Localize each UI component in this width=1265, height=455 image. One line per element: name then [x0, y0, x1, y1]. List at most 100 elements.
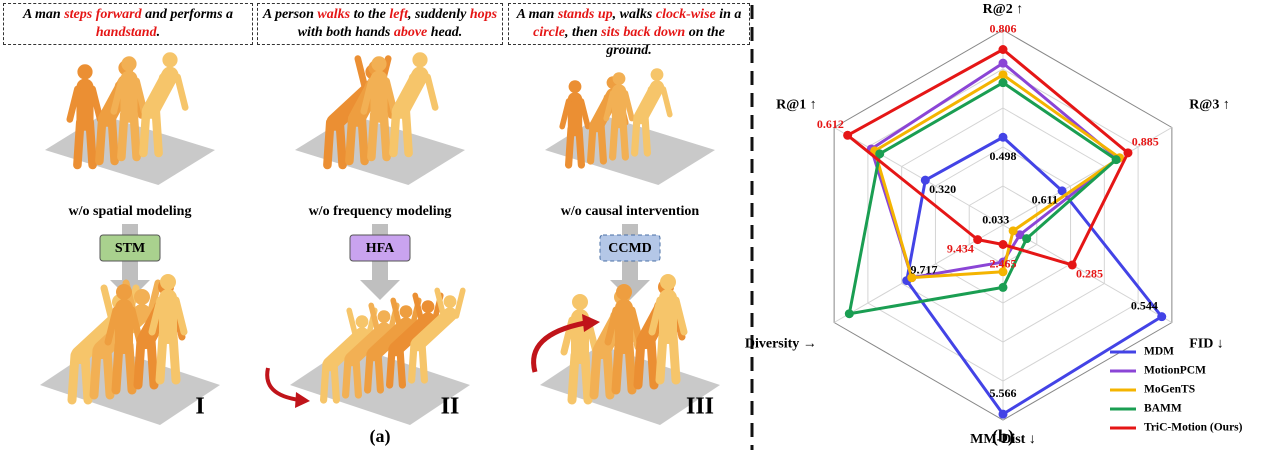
- head: [134, 289, 150, 305]
- head: [650, 68, 664, 81]
- motion-figure: [586, 76, 629, 165]
- data-point: [998, 409, 1008, 419]
- limb: [111, 340, 124, 395]
- caption-text: and performs a: [141, 7, 234, 22]
- limb: [133, 335, 146, 390]
- numeral: III: [686, 394, 714, 420]
- motion-figure: [148, 274, 188, 385]
- limb: [390, 297, 403, 329]
- highlight-text: above: [393, 25, 428, 40]
- value-label: 0.806: [990, 21, 1017, 35]
- limb: [360, 77, 375, 115]
- legend-label: TriC-Motion (Ours): [1144, 422, 1243, 434]
- limb: [148, 296, 164, 336]
- limb: [117, 109, 129, 162]
- highlight-text: walks: [317, 7, 351, 22]
- motion-figure: [320, 307, 378, 404]
- legend-label: BAMM: [1144, 403, 1182, 415]
- axis-label: FID ↓: [1189, 337, 1224, 352]
- head: [421, 300, 435, 313]
- head: [116, 284, 132, 300]
- motion-figure: [603, 72, 635, 161]
- limb: [151, 73, 166, 111]
- data-point: [998, 282, 1008, 292]
- value-label: 0.611: [1032, 193, 1058, 207]
- head: [399, 305, 413, 318]
- head: [121, 56, 137, 72]
- module-label: STM: [115, 241, 145, 256]
- platform: [45, 115, 215, 185]
- limb: [580, 350, 593, 405]
- limb: [80, 350, 93, 405]
- limb: [604, 306, 620, 346]
- caption-text: .: [156, 25, 161, 40]
- limb: [367, 109, 379, 162]
- limb: [155, 330, 168, 385]
- spoke: [1002, 224, 1173, 323]
- limb: [95, 113, 107, 166]
- value-label: 0.320: [929, 182, 956, 196]
- limb: [434, 287, 447, 319]
- value-label: 0.612: [817, 117, 844, 131]
- limb: [374, 350, 384, 394]
- torso: [344, 322, 392, 367]
- ablation-label: w/o spatial modeling: [69, 204, 192, 219]
- limb: [408, 340, 418, 384]
- limb: [85, 117, 97, 170]
- motion-figure: [559, 80, 591, 169]
- head: [77, 64, 93, 80]
- motion-figure: [389, 52, 439, 158]
- data-point: [998, 132, 1008, 142]
- legend-label: MotionPCM: [1144, 365, 1206, 377]
- head: [162, 52, 178, 68]
- caption-text: , suddenly: [408, 7, 470, 22]
- limb: [368, 302, 381, 334]
- data-point: [998, 78, 1008, 88]
- motion-figure: [630, 68, 673, 157]
- limb: [172, 296, 188, 336]
- limb: [630, 113, 641, 157]
- limb: [364, 350, 374, 394]
- axis-label: Diversity →: [745, 337, 817, 352]
- limb: [73, 117, 85, 170]
- limb: [564, 125, 575, 169]
- head: [612, 72, 626, 85]
- value-label: 0.885: [1132, 135, 1159, 149]
- highlight-text: circle: [533, 25, 565, 40]
- limb: [424, 73, 439, 111]
- limb: [335, 117, 347, 170]
- value-label: 9.717: [911, 262, 938, 276]
- limb: [129, 109, 141, 162]
- head: [568, 80, 582, 93]
- limb: [110, 77, 125, 115]
- platform: [545, 115, 715, 185]
- motion-figure: [342, 302, 400, 399]
- value-label: 0.033: [982, 213, 1009, 227]
- highlight-text: hops: [469, 7, 498, 22]
- limb: [66, 85, 81, 123]
- arrow: [110, 224, 150, 300]
- limb: [320, 360, 330, 404]
- limb: [104, 306, 120, 346]
- legend-label: MDM: [1144, 346, 1174, 358]
- data-point: [875, 149, 885, 159]
- limb: [602, 345, 615, 400]
- limb: [655, 330, 668, 385]
- head: [412, 52, 428, 68]
- module-label: CCMD: [608, 241, 652, 256]
- motion-figure: [66, 64, 104, 170]
- module-box: [99, 234, 161, 262]
- module-box: [349, 234, 411, 262]
- caption-text: , walks: [612, 7, 656, 22]
- axis-label: R@2 ↑: [983, 2, 1024, 17]
- head: [377, 310, 391, 323]
- limb: [603, 90, 616, 122]
- limb: [641, 86, 654, 118]
- panel-label: (b): [992, 426, 1014, 447]
- motion-figure: [360, 56, 398, 162]
- head: [355, 315, 369, 328]
- limb: [619, 117, 630, 161]
- caption-text: A man: [516, 7, 558, 22]
- limb: [139, 105, 151, 158]
- limb: [67, 350, 80, 405]
